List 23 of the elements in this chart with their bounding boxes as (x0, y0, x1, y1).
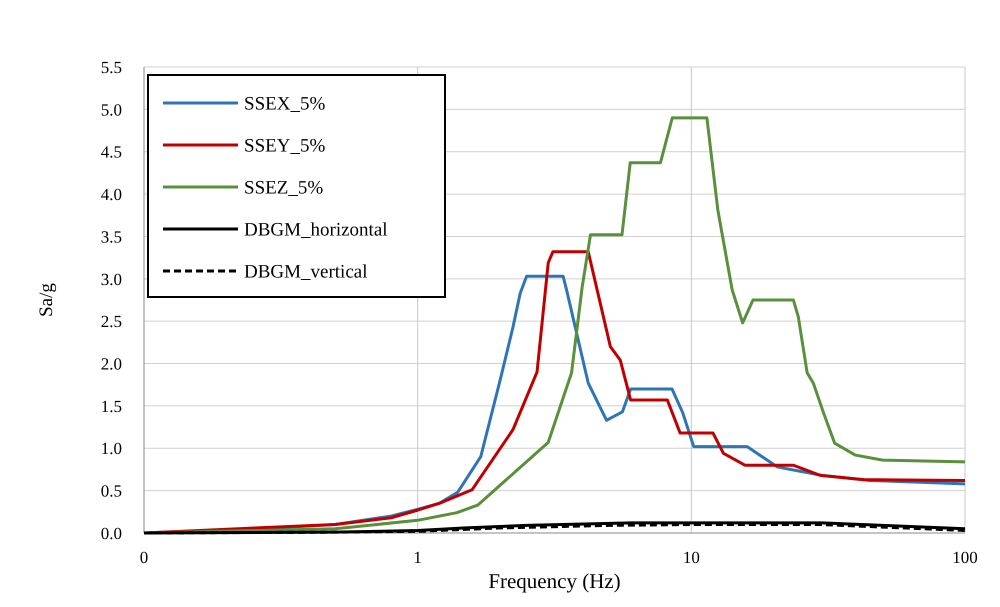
legend-label: DBGM_vertical (244, 262, 368, 283)
y-tick-label: 1.5 (100, 396, 122, 416)
y-tick-label: 1.0 (100, 439, 122, 458)
x-tick-label: 100 (952, 548, 978, 567)
legend-label: SSEY_5% (244, 136, 326, 157)
y-tick-label: 5.0 (100, 100, 122, 120)
y-tick-label: 3.5 (100, 227, 122, 246)
legend-label: SSEX_5% (244, 94, 326, 115)
y-tick-label: 5.5 (100, 58, 122, 77)
legend-label: SSEZ_5% (244, 178, 324, 199)
x-axis-title: Frequency (Hz) (488, 569, 621, 593)
x-tick-label: 10 (682, 548, 700, 567)
y-tick-label: 4.0 (100, 185, 122, 204)
y-tick-label: 2.0 (100, 354, 122, 374)
y-tick-label: 0.5 (100, 482, 122, 501)
x-tick-label: 0 (140, 548, 148, 567)
x-tick-label: 1 (413, 548, 422, 567)
y-tick-label: 3.0 (100, 270, 122, 289)
y-tick-label: 0.0 (100, 524, 122, 543)
y-tick-label: 2.5 (100, 312, 122, 332)
legend-label: DBGM_horizontal (244, 220, 388, 241)
y-tick-label: 4.5 (100, 142, 122, 162)
y-axis-title: Sa/g (36, 282, 57, 317)
